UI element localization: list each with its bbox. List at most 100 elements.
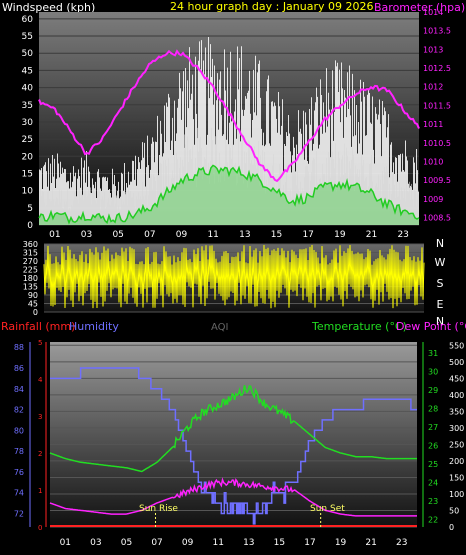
- windspeed-tick-label: 55: [22, 32, 33, 42]
- solar-tick-label: 100: [449, 490, 464, 499]
- compass-label: N: [436, 237, 444, 250]
- solar-tick-label: 450: [449, 374, 464, 383]
- time-tick-label: 15: [271, 230, 282, 240]
- compass-label: E: [437, 298, 444, 311]
- temperature-tick-label: 31: [428, 349, 438, 358]
- winddir-tick-label: 270: [23, 257, 38, 266]
- winddir-tick-label: 135: [23, 283, 38, 292]
- time-tick-label: 03: [90, 538, 101, 548]
- time-tick-label: 07: [144, 230, 155, 240]
- windspeed-tick-label: 40: [22, 84, 34, 94]
- time-tick-label: 13: [239, 230, 250, 240]
- sunrise-label: Sun Rise: [139, 504, 178, 514]
- windspeed-tick-label: 30: [22, 118, 34, 128]
- time-tick-label: 15: [274, 538, 285, 548]
- winddir-tick-label: 225: [23, 266, 38, 275]
- time-tick-label: 21: [366, 230, 377, 240]
- windspeed-tick-label: 45: [22, 66, 33, 76]
- temperature-tick-label: 29: [428, 386, 438, 395]
- barometer-tick-label: 1009: [423, 195, 443, 204]
- barometer-series: [38, 49, 420, 183]
- time-tick-label: 21: [365, 538, 376, 548]
- compass-label: N: [436, 315, 444, 328]
- rainfall-tick-label: 4: [38, 376, 43, 384]
- solar-tick-label: 200: [449, 457, 464, 466]
- time-tick-label: 17: [304, 538, 315, 548]
- barometer-tick-label: 1010: [423, 157, 443, 166]
- humidity-axis: 72 74 76 78 80 82 84 86 88: [14, 342, 31, 527]
- windspeed-tick-label: 35: [22, 101, 33, 111]
- time-tick-label: 11: [207, 230, 218, 240]
- time-tick-label: 05: [121, 538, 132, 548]
- solar-tick-label: 350: [449, 407, 464, 416]
- solar-tick-label: 50: [449, 506, 459, 515]
- barometer-tick-label: 1011.5: [423, 101, 451, 110]
- time-tick-label: 01: [49, 230, 60, 240]
- barometer-line: [38, 49, 420, 183]
- dewpoint-line: [49, 477, 417, 517]
- barometer-tick-label: 1012.5: [423, 64, 451, 73]
- sunset-label: Sun Set: [310, 504, 345, 514]
- wind-time-axis: 01 03 05 07 09 11 13 15 17 19 21 23: [49, 230, 409, 240]
- rainfall-tick-label: 0: [38, 524, 42, 532]
- winddir-tick-label: 90: [28, 291, 38, 300]
- solar-axis: 0 50 100 150 200 250 300 350 400 450 500 550: [449, 341, 464, 532]
- barometer-tick-label: 1008.5: [423, 214, 451, 223]
- temperature-series: [49, 385, 417, 473]
- humidity-tick-label: 88: [14, 343, 24, 352]
- time-tick-label: 11: [212, 538, 223, 548]
- windspeed-axis-title: Windspeed (kph): [2, 1, 95, 14]
- windspeed-tick-label: 0: [27, 221, 33, 231]
- barometer-axis-title: Barometer (hpa): [374, 1, 465, 14]
- temperature-tick-label: 23: [428, 497, 438, 506]
- wind-direction-line: [43, 244, 425, 309]
- rainfall-tick-label: 3: [38, 413, 42, 421]
- aqi-axis-title: AQI: [211, 322, 229, 333]
- time-tick-label: 19: [334, 230, 346, 240]
- time-tick-label: 17: [302, 230, 313, 240]
- temperature-tick-label: 30: [428, 368, 438, 377]
- temperature-tick-label: 24: [428, 479, 438, 488]
- winddir-tick-label: 0: [33, 308, 38, 317]
- time-tick-label: 23: [396, 538, 407, 548]
- rainfall-axis: 0 1 2 3 4 5: [38, 339, 47, 532]
- humidity-series: [50, 367, 417, 525]
- temperature-tick-label: 22: [428, 516, 438, 525]
- climate-plot-area: [50, 342, 417, 527]
- temperature-tick-label: 28: [428, 405, 438, 414]
- compass-label: W: [435, 256, 446, 269]
- rainfall-tick-label: 1: [38, 487, 42, 495]
- humidity-axis-title: Humidity: [69, 320, 119, 333]
- barometer-tick-label: 1011: [423, 120, 443, 129]
- winddir-tick-label: 360: [23, 240, 38, 249]
- average-wind-series: [38, 164, 420, 225]
- average-wind-line: [38, 164, 420, 225]
- rainfall-axis-title: Rainfall (mm): [1, 320, 75, 333]
- windspeed-tick-label: 5: [27, 204, 33, 214]
- rainfall-tick-label: 2: [38, 450, 42, 458]
- temperature-tick-label: 27: [428, 423, 438, 432]
- windspeed-tick-label: 50: [22, 49, 34, 59]
- humidity-tick-label: 72: [14, 509, 24, 518]
- dewpoint-series: [49, 477, 417, 517]
- solar-tick-label: 500: [449, 358, 464, 367]
- humidity-tick-label: 74: [14, 489, 24, 498]
- time-tick-label: 13: [243, 538, 254, 548]
- windspeed-tick-label: 60: [22, 15, 34, 25]
- barometer-tick-label: 1013.5: [423, 27, 451, 36]
- compass-label: S: [437, 277, 444, 290]
- barometer-tick-label: 1012: [423, 83, 443, 92]
- barometer-tick-label: 1013: [423, 45, 443, 54]
- time-tick-label: 09: [176, 230, 188, 240]
- solar-tick-label: 300: [449, 424, 464, 433]
- barometer-axis: 1008.5 1009 1009.5 1010 1010.5 1011 1011.5 1012…: [423, 8, 451, 223]
- temperature-axis: 22 23 24 25 26 27 28 29 30 31: [422, 342, 438, 527]
- time-tick-label: 01: [60, 538, 71, 548]
- temperature-tick-label: 26: [428, 442, 438, 451]
- dewpoint-axis-title: Dew Point (°C): [396, 320, 466, 333]
- humidity-tick-label: 82: [14, 406, 24, 415]
- winddir-tick-label: 315: [23, 249, 38, 258]
- solar-tick-label: 250: [449, 440, 464, 449]
